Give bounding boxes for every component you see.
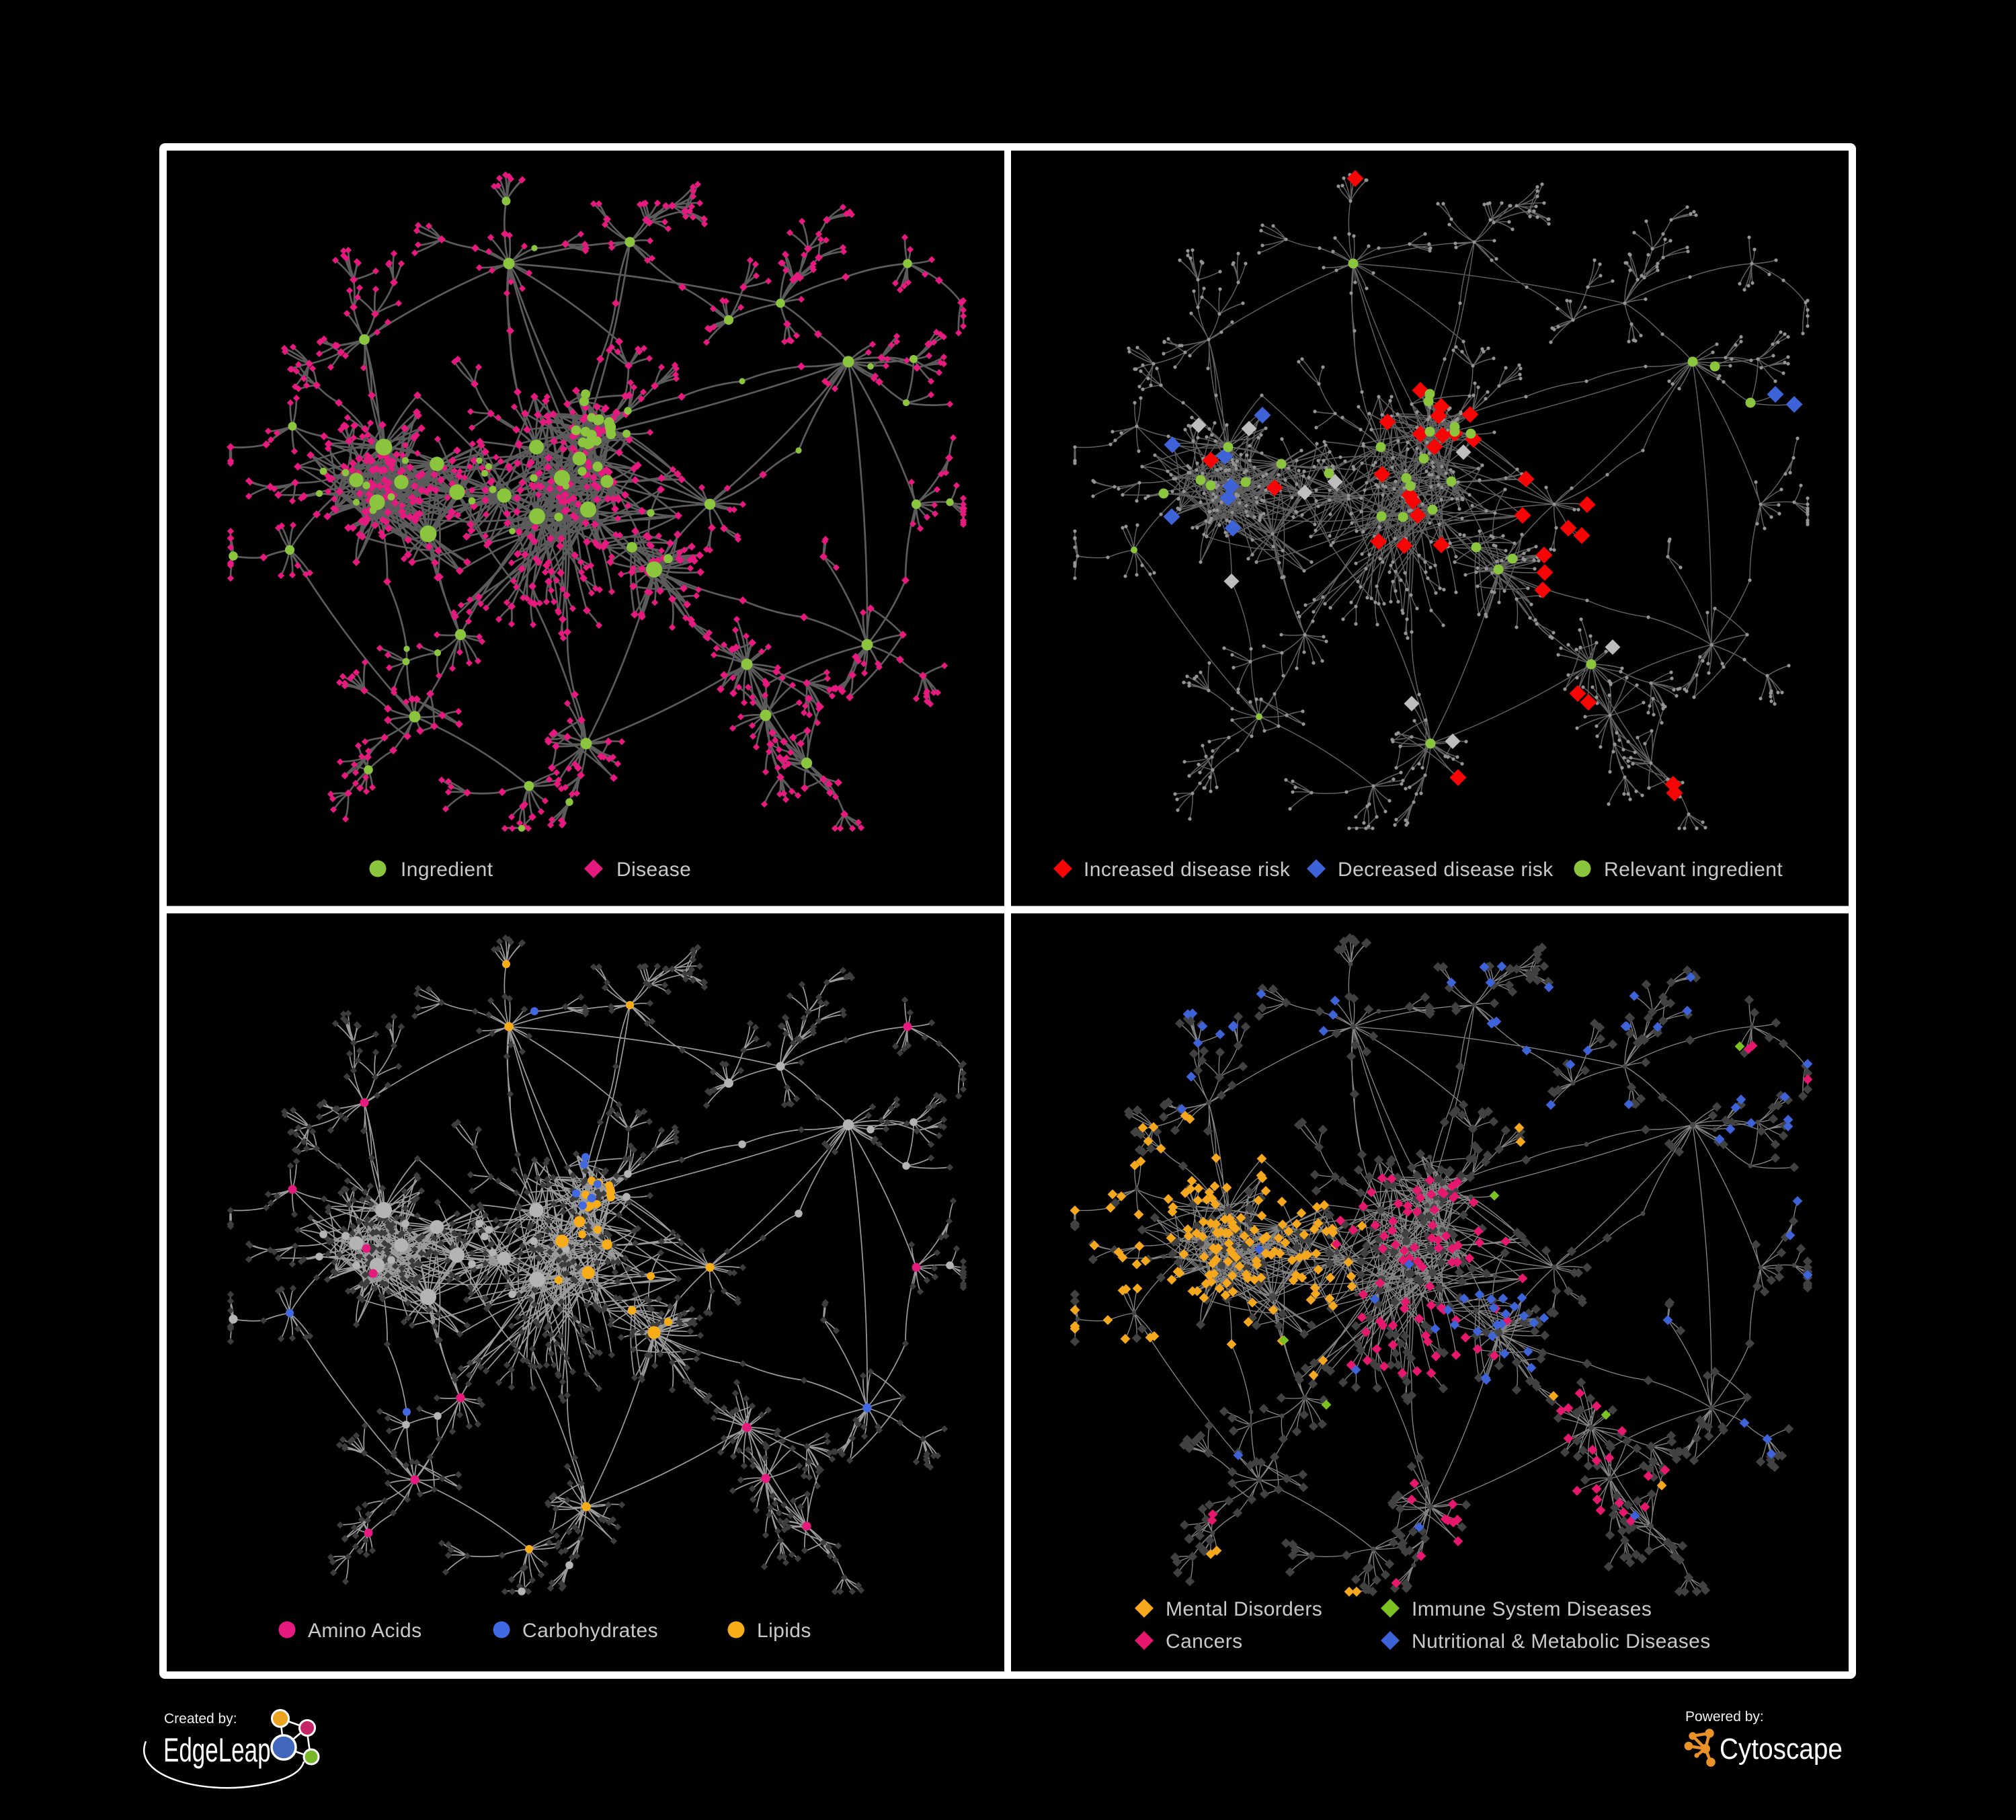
svg-text:Created by:: Created by:	[164, 1711, 237, 1727]
svg-text:Powered by:: Powered by:	[1685, 1709, 1764, 1725]
svg-text:Relevant ingredient: Relevant ingredient	[1604, 859, 1783, 881]
svg-text:Carbohydrates: Carbohydrates	[522, 1620, 658, 1642]
svg-text:Cytoscape: Cytoscape	[1720, 1732, 1843, 1766]
svg-text:Ingredient: Ingredient	[401, 859, 493, 881]
svg-text:Lipids: Lipids	[757, 1620, 811, 1642]
svg-text:Increased disease risk: Increased disease risk	[1084, 859, 1291, 881]
svg-text:Disease: Disease	[616, 859, 691, 881]
svg-text:Decreased disease risk: Decreased disease risk	[1338, 859, 1554, 881]
svg-text:Immune System Diseases: Immune System Diseases	[1412, 1598, 1652, 1620]
svg-text:EdgeLeap: EdgeLeap	[163, 1732, 271, 1770]
svg-text:Amino Acids: Amino Acids	[308, 1620, 421, 1642]
svg-text:Nutritional & Metabolic Diseas: Nutritional & Metabolic Diseases	[1412, 1630, 1711, 1653]
svg-text:Cancers: Cancers	[1166, 1630, 1243, 1653]
svg-text:Mental Disorders: Mental Disorders	[1166, 1598, 1322, 1620]
